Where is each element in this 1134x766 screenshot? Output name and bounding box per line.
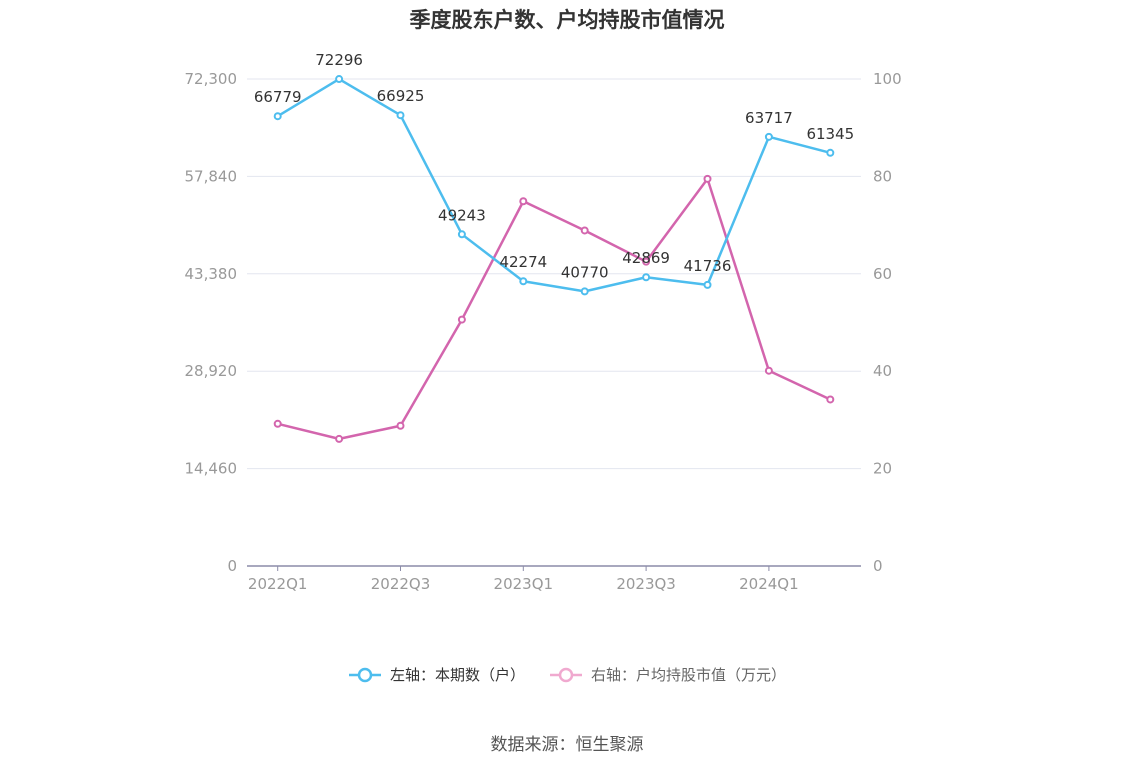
- series2-point: [580, 226, 589, 235]
- y-left-tick-label: 43,380: [185, 265, 238, 283]
- series1-point: [703, 280, 712, 289]
- y-right-tick-label: 100: [873, 70, 902, 88]
- data-label: 61345: [806, 125, 854, 143]
- series2-point: [703, 174, 712, 183]
- series1-point: [335, 75, 344, 84]
- series2-line: [277, 177, 831, 441]
- y-left-tick-label: 0: [227, 557, 237, 575]
- chart-title: 季度股东户数、户均持股市值情况: [409, 8, 725, 32]
- series1-point: [273, 112, 282, 121]
- data-label: 72296: [315, 51, 363, 69]
- y-right-tick-label: 20: [873, 460, 892, 478]
- y-right-tick-label: 0: [873, 557, 883, 575]
- legend-series1-label: 左轴：本期数（户）: [389, 666, 525, 684]
- series2-point: [826, 395, 835, 404]
- grid-lines: [247, 78, 861, 470]
- legend-item-series1[interactable]: 左轴：本期数（户）: [348, 664, 525, 685]
- series2-point: [273, 419, 282, 428]
- legend: 左轴：本期数（户） 右轴：户均持股市值（万元）: [0, 664, 1134, 685]
- series2-point: [396, 421, 405, 430]
- y-left-tick-label: 28,920: [185, 362, 238, 380]
- data-label: 40770: [561, 263, 609, 281]
- series2-point: [335, 434, 344, 443]
- series1-point: [580, 287, 589, 296]
- x-tick-label: 2023Q3: [616, 575, 676, 593]
- x-tick-label: 2022Q1: [248, 575, 308, 593]
- series1-point: [764, 132, 773, 141]
- legend-series2-label: 右轴：户均持股市值（万元）: [591, 666, 787, 684]
- data-label: 42274: [499, 253, 547, 271]
- y-left-tick-label: 57,840: [185, 167, 238, 185]
- series2-point: [457, 315, 466, 324]
- series1-line: [277, 77, 831, 293]
- data-label: 42869: [622, 249, 670, 267]
- data-source: 数据来源：恒生聚源: [490, 735, 644, 755]
- series1-point: [396, 111, 405, 120]
- y-left-tick-label: 14,460: [185, 460, 238, 478]
- data-label: 66779: [254, 88, 302, 106]
- y-left-tick-label: 72,300: [185, 70, 238, 88]
- data-label: 63717: [745, 109, 793, 127]
- axes: 0 0 14,460 20 28,920 40 43,380 60 57,840 80 72,300…: [185, 70, 902, 593]
- series2-point: [519, 197, 528, 206]
- legend-item-series2[interactable]: 右轴：户均持股市值（万元）: [549, 664, 786, 685]
- series1-point: [826, 148, 835, 157]
- x-tick-label: 2022Q3: [371, 575, 431, 593]
- series1-point: [519, 277, 528, 286]
- chart-canvas: 0 0 14,460 20 28,920 40 43,380 60 57,840 80 72,300…: [185, 51, 902, 593]
- series: [273, 75, 835, 443]
- data-label: 66925: [377, 87, 425, 105]
- legend-series2-icon: [550, 667, 582, 682]
- legend-series1-icon: [348, 667, 381, 682]
- series1-point: [642, 273, 651, 282]
- y-right-tick-label: 80: [873, 167, 892, 185]
- data-label: 49243: [438, 206, 486, 224]
- data-label: 41736: [684, 257, 732, 275]
- y-right-tick-label: 60: [873, 265, 892, 283]
- x-tick-label: 2023Q1: [494, 575, 554, 593]
- series2-point: [764, 366, 773, 375]
- data-labels: 66779 72296 66925 49243 42274 40770 42869 41736…: [254, 51, 854, 281]
- series2-point: [642, 257, 651, 266]
- series1-point: [457, 230, 466, 239]
- y-right-tick-label: 40: [873, 362, 892, 380]
- x-tick-label: 2024Q1: [739, 575, 799, 593]
